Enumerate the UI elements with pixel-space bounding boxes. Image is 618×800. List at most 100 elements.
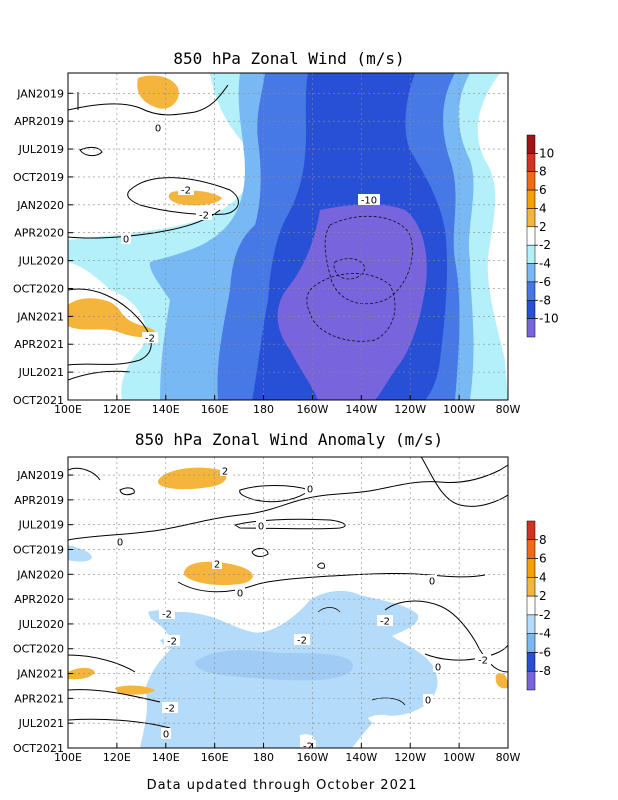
colorbar-label: 8: [539, 533, 547, 547]
x-tick-label: 100W: [443, 403, 475, 416]
contour-label-bg: [164, 635, 180, 646]
top-shade-orange-3: [68, 298, 156, 338]
contour-label-bg: [235, 587, 245, 598]
contour-label-bg: [220, 465, 230, 476]
colorbar-label: 4: [539, 201, 547, 215]
y-tick-label: JUL2021: [18, 366, 64, 379]
contour-label-bg: [212, 558, 222, 569]
contour-label-bg: [475, 654, 491, 665]
y-tick-label: APR2021: [14, 338, 64, 351]
bottom-plot-area: 2 0 0 0 2 0 0 -2 -2 -2 -2 0 0 -2 0 -2 -2 100E 120E 140E 160…: [13, 456, 521, 764]
colorbar-label: 6: [539, 552, 547, 566]
bottom-contours-thin: [317, 607, 406, 706]
x-tick-label: 140E: [152, 751, 180, 764]
contour-label-bg: [305, 483, 315, 494]
x-tick-label: 80W: [496, 403, 521, 416]
x-tick-label: 160E: [201, 751, 229, 764]
bottom-shade-inner: [195, 650, 354, 681]
colorbar-label: -2: [539, 238, 551, 252]
colorbar-swatch: [526, 171, 536, 191]
colorbar-swatch: [526, 595, 536, 616]
colorbar-swatch: [526, 244, 536, 264]
colorbar-swatch: [526, 577, 536, 597]
contour-label-bg: [162, 702, 178, 713]
top-shade-orange-1: [137, 75, 179, 109]
x-tick-label: 100E: [54, 751, 82, 764]
colorbar-swatch: [526, 208, 536, 228]
contour-label-bg: [433, 661, 443, 672]
colorbar-swatch: [526, 614, 536, 634]
contour-label-bg: [423, 694, 433, 705]
contour-label-bg: [153, 122, 163, 133]
x-tick-label: 120W: [394, 403, 426, 416]
y-tick-label: APR2019: [14, 494, 64, 507]
bottom-shade-orange-5: [495, 673, 508, 689]
y-tick-label: APR2021: [14, 692, 64, 705]
contour-label: -2: [297, 636, 307, 647]
x-tick-label: 140W: [345, 751, 377, 764]
contour-label: 2: [222, 467, 228, 478]
contour-label: -2: [165, 704, 175, 715]
y-tick-label: JAN2019: [16, 87, 64, 100]
contour-label: 0: [237, 589, 243, 600]
y-tick-label: JAN2021: [16, 310, 64, 323]
colorbar-swatch: [526, 263, 536, 283]
colorbar-label: 2: [539, 220, 547, 234]
y-tick-label: OCT2021: [13, 394, 64, 407]
bottom-grid: [68, 457, 508, 748]
y-tick-label: APR2020: [14, 593, 64, 606]
colorbar-swatch: [526, 558, 536, 578]
colorbar-label: -8: [539, 293, 551, 307]
x-tick-label: 140W: [345, 403, 377, 416]
contour-label: -2: [145, 334, 155, 345]
top-colorbar: 10 8 6 4 2 -2 -4 -6 -8 -10: [526, 134, 559, 338]
x-tick-label: 180: [253, 751, 274, 764]
contour-label-bg: [115, 536, 125, 547]
y-tick-label: OCT2020: [13, 282, 64, 295]
colorbar-swatch: [526, 153, 536, 172]
contour-label: 0: [117, 538, 123, 549]
y-tick-label: JUL2020: [18, 618, 64, 631]
contour-label-bg: [142, 332, 158, 343]
colorbar-swatch: [526, 520, 536, 541]
y-tick-label: OCT2019: [13, 543, 64, 556]
contour-label-bg: [300, 740, 316, 748]
top-frame: [67, 72, 509, 401]
contour-label-bg: [427, 575, 437, 586]
footer-note: Data updated through October 2021: [147, 778, 418, 793]
contour-label: 0: [258, 522, 264, 533]
x-tick-label: 100E: [54, 403, 82, 416]
contour-label: 0: [307, 485, 313, 496]
top-shade-purple: [277, 204, 427, 400]
y-tick-label: JAN2020: [16, 568, 64, 581]
contour-label: 0: [425, 696, 431, 707]
contour-label: 0: [123, 235, 129, 246]
colorbar-label: 6: [539, 183, 547, 197]
contour-label: 0: [435, 663, 441, 674]
contour-label-bg: [256, 520, 266, 531]
x-tick-label: 120E: [103, 751, 131, 764]
colorbar-label: -6: [539, 275, 551, 289]
colorbar-swatch: [526, 189, 536, 209]
x-tick-label: 160W: [297, 751, 329, 764]
x-tick-label: 140E: [152, 403, 180, 416]
contour-label: -10: [361, 196, 377, 207]
bottom-shade-orange-4: [115, 685, 155, 695]
contour-label: -2: [167, 637, 177, 648]
top-contours-dashed: [306, 215, 413, 342]
y-tick-label: APR2020: [14, 227, 64, 240]
contour-label-bg: [294, 634, 310, 645]
y-tick-label: JUL2019: [18, 143, 64, 156]
bottom-shade-light-blue-left: [68, 545, 92, 562]
y-tick-label: JAN2020: [16, 199, 64, 212]
x-tick-label: 80W: [496, 751, 521, 764]
colorbar-label: -10: [539, 312, 559, 326]
bottom-shade-orange-1: [157, 467, 227, 490]
x-tick-label: 100W: [443, 751, 475, 764]
contour-label: 2: [214, 560, 220, 571]
contour-label: -2: [181, 186, 191, 197]
contour-label-bg: [377, 615, 393, 626]
colorbar-label: 4: [539, 570, 547, 584]
y-tick-label: OCT2019: [13, 171, 64, 184]
